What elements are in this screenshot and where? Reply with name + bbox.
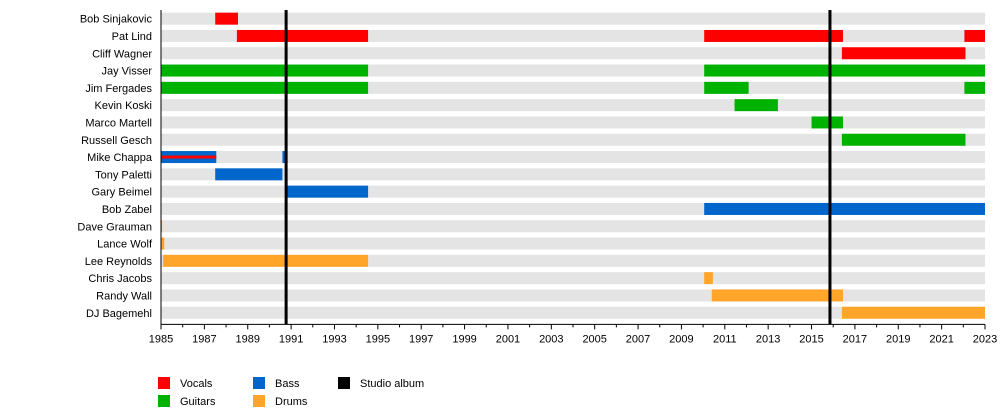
legend-label: Vocals [180,378,213,390]
legend-swatch-guitars [158,395,170,407]
x-tick-label: 2003 [539,333,563,345]
span-drums [704,272,713,285]
member-name: Marco Martell [85,117,152,129]
span-guitars [704,64,985,77]
span-guitars [161,64,369,77]
member-name: Jay Visser [101,66,152,78]
x-tick-label: 1985 [149,333,173,345]
x-tick-label: 2007 [626,333,650,345]
member-name: Pat Lind [112,31,152,43]
legend-swatch-drums [253,395,265,407]
x-tick-label: 2011 [713,333,737,345]
member-name: Tony Paletti [95,169,152,181]
legend-label: Guitars [180,396,216,408]
x-tick-label: 2001 [496,333,520,345]
span-bass [704,202,985,215]
member-name: Cliff Wagner [92,48,152,60]
row-background [161,133,985,146]
row-background [161,306,985,319]
member-name: Randy Wall [96,290,152,302]
x-tick-label: 1995 [366,333,390,345]
row-background [161,151,985,164]
span-guitars [734,99,778,112]
span-vocals [704,29,843,42]
x-tick-label: 1993 [322,333,346,345]
x-tick-label: 2019 [886,333,910,345]
span-bass [215,168,283,181]
legend-swatch-bass [253,377,265,389]
row-background [161,12,985,25]
x-tick-label: 2013 [756,333,780,345]
span-guitars [841,133,966,146]
x-tick-label: 2017 [843,333,867,345]
row-background [161,47,985,60]
member-name: Gary Beimel [91,187,152,199]
row-background [161,168,985,181]
span-drums [163,254,369,267]
span-drums [161,237,165,250]
row-background [161,99,985,112]
x-tick-label: 1997 [409,333,433,345]
span-vocals [161,155,217,159]
span-drums [711,289,843,302]
span-vocals [841,47,966,60]
x-tick-label: 1989 [235,333,259,345]
member-name: DJ Bagemehl [86,308,152,320]
span-bass [286,185,369,198]
x-tick-label: 2005 [582,333,606,345]
x-tick-label: 1991 [279,333,303,345]
x-tick-label: 2009 [669,333,693,345]
span-guitars [704,81,749,94]
span-drums [841,306,985,319]
member-name: Mike Chappa [87,152,153,164]
row-background [161,272,985,285]
member-name: Kevin Koski [95,100,152,112]
span-bass [282,151,287,164]
x-tick-label: 2023 [973,333,997,345]
member-name: Dave Grauman [77,221,152,233]
legend-swatch-vocals [158,377,170,389]
member-name: Lance Wolf [97,239,153,251]
legend-swatch-studio-album [338,377,350,389]
legend-label: Studio album [360,378,424,390]
member-name: Lee Reynolds [85,256,153,268]
member-name: Bob Sinjakovic [80,14,153,26]
x-tick-label: 1999 [452,333,476,345]
span-guitars [964,81,985,94]
row-background [161,185,985,198]
span-guitars [161,81,369,94]
span-vocals [964,29,985,42]
span-vocals [215,12,238,25]
row-background [161,220,985,233]
row-background [161,289,985,302]
member-name: Jim Fergades [85,83,152,95]
x-tick-label: 1987 [192,333,216,345]
x-tick-label: 2021 [929,333,953,345]
legend-label: Bass [275,378,300,390]
span-drums [161,220,163,233]
span-guitars [811,116,843,129]
span-vocals [236,29,369,42]
member-name: Bob Zabel [102,204,152,216]
member-name: Russell Gesch [81,135,152,147]
row-background [161,237,985,250]
member-name: Chris Jacobs [88,273,152,285]
legend-label: Drums [275,396,308,408]
row-background [161,116,985,129]
x-tick-label: 2015 [799,333,823,345]
